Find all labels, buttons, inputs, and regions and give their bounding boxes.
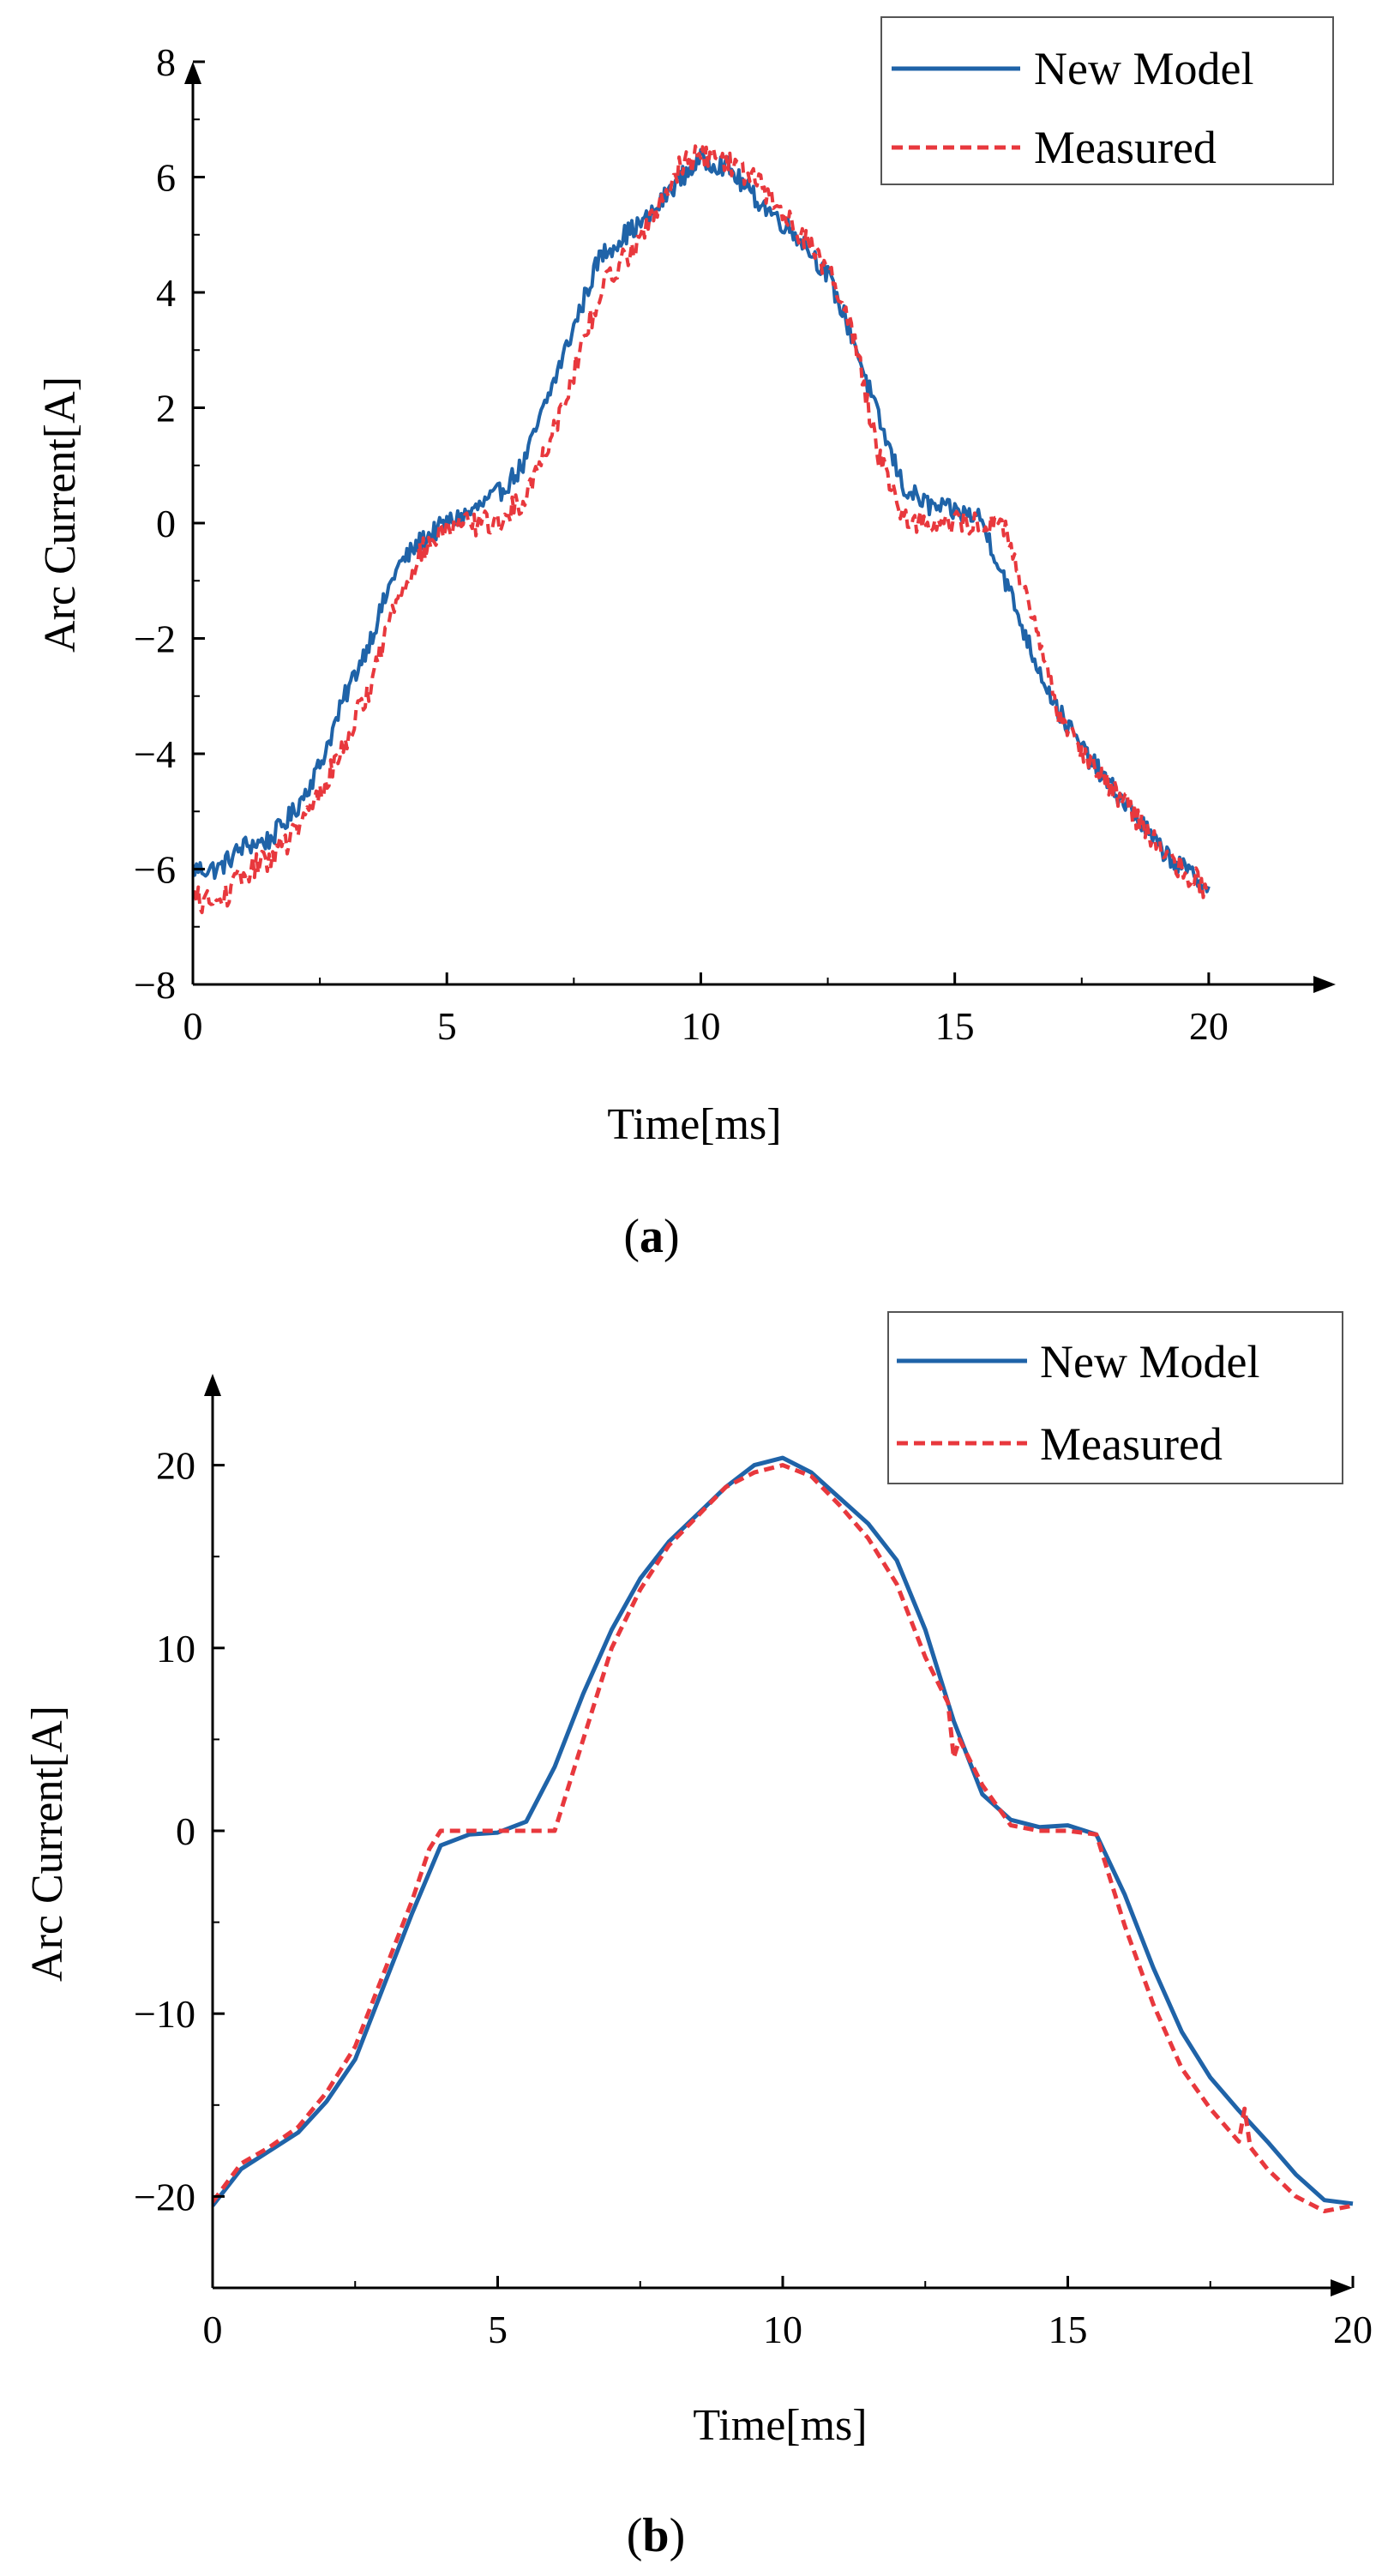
chart-b-x-tick-label: 10	[763, 2308, 802, 2351]
chart-b-y-axis-arrow	[204, 1374, 221, 1396]
chart-b-x-axis-arrow	[1331, 2279, 1353, 2296]
chart-a-y-tick-label: 8	[156, 40, 176, 84]
chart-a-x-tick-label: 15	[935, 1004, 975, 1048]
chart-a-x-tick-label: 20	[1189, 1004, 1229, 1048]
chart-a-xlabel: Time[ms]	[607, 1100, 781, 1149]
chart-b-legend-box	[887, 1311, 1343, 1484]
chart-a-y-tick-label: 6	[156, 156, 176, 200]
chart-a-y-tick-label: 0	[156, 502, 176, 545]
chart-b-y-tick-label: 10	[156, 1627, 195, 1670]
chart-a-y-tick-label: −8	[134, 963, 176, 1007]
chart-a-y-tick-label: 2	[156, 387, 176, 430]
chart-b: −20 −10 0 10 20 0 5 10 15 20 Time[ms] Arc Curren…	[23, 1311, 1373, 2562]
chart-a-series-new-model-line	[193, 147, 1211, 894]
chart-b-series-new-model-line	[213, 1455, 1354, 2207]
chart-a-y-tick-label: −2	[134, 617, 176, 661]
chart-b-x-tick-label: 20	[1333, 2308, 1373, 2351]
chart-a-y-tick-label: −6	[134, 848, 176, 892]
chart-b-y-tick-label: 0	[176, 1809, 195, 1853]
chart-a-legend: New Model Measured	[880, 16, 1334, 185]
chart-b-x-ticks: 0 5 10 15 20	[203, 2276, 1373, 2351]
chart-b-series-group	[213, 1455, 1354, 2213]
chart-a-y-tick-label: 4	[156, 271, 176, 315]
chart-b-y-tick-label: −20	[134, 2175, 195, 2218]
chart-b-x-tick-label: 5	[488, 2308, 508, 2351]
chart-a-y-tick-label: −4	[134, 732, 176, 776]
chart-a-x-tick-label: 0	[183, 1004, 203, 1048]
chart-a-legend-label-new-model: New Model	[1034, 43, 1253, 94]
chart-b-legend-label-measured: Measured	[1040, 1418, 1223, 1470]
chart-a-x-axis-arrow	[1313, 976, 1336, 993]
chart-a: −8 −6 −4 −2 0 2 4 6 8 0 5 10 15 20 Time[ms] Arc Curr…	[36, 16, 1336, 1263]
chart-a-x-tick-label: 5	[437, 1004, 457, 1048]
chart-b-y-tick-label: −10	[134, 1992, 195, 2036]
chart-b-x-tick-label: 0	[203, 2308, 223, 2351]
chart-b-panel-label: (b)	[627, 2509, 685, 2562]
chart-a-y-axis-arrow	[184, 62, 201, 84]
chart-b-y-tick-label: 20	[156, 1444, 195, 1488]
chart-b-x-tick-label: 15	[1049, 2308, 1088, 2351]
chart-a-series-measured-line	[193, 144, 1209, 915]
chart-b-series-measured-line	[213, 1463, 1354, 2213]
chart-a-y-ticks: −8 −6 −4 −2 0 2 4 6 8	[134, 40, 205, 1007]
chart-a-panel-label: (a)	[623, 1210, 679, 1263]
chart-a-series-group	[193, 144, 1211, 915]
chart-a-x-tick-label: 10	[681, 1004, 720, 1048]
chart-a-x-ticks: 0 5 10 15 20	[183, 972, 1229, 1048]
chart-b-legend: New Model Measured	[887, 1311, 1343, 1484]
chart-a-legend-box	[880, 16, 1334, 185]
chart-b-legend-label-new-model: New Model	[1040, 1336, 1259, 1387]
chart-b-ylabel: Arc Current[A]	[23, 1706, 72, 1982]
chart-a-ylabel: Arc Current[A]	[36, 376, 85, 653]
chart-a-legend-label-measured: Measured	[1034, 122, 1217, 173]
chart-b-y-ticks: −20 −10 0 10 20	[134, 1444, 225, 2218]
chart-b-xlabel: Time[ms]	[693, 2401, 867, 2450]
